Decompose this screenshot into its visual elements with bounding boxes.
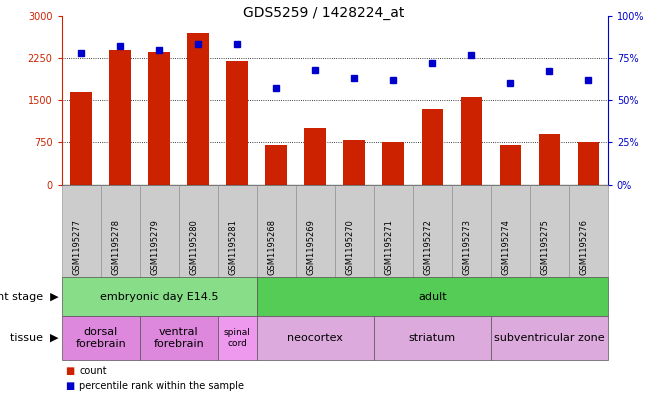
Text: GSM1195269: GSM1195269 xyxy=(307,219,315,275)
Text: ■: ■ xyxy=(65,381,74,391)
Text: GSM1195272: GSM1195272 xyxy=(423,219,432,275)
Text: ventral
forebrain: ventral forebrain xyxy=(153,327,204,349)
Bar xyxy=(110,50,131,185)
Bar xyxy=(500,145,521,185)
Text: GSM1195279: GSM1195279 xyxy=(150,219,159,275)
Bar xyxy=(382,142,404,185)
Text: GSM1195273: GSM1195273 xyxy=(462,219,471,275)
Text: GSM1195268: GSM1195268 xyxy=(267,219,276,275)
Text: GSM1195271: GSM1195271 xyxy=(384,219,393,275)
Bar xyxy=(538,134,560,185)
Text: spinal
cord: spinal cord xyxy=(224,328,251,348)
Text: GSM1195277: GSM1195277 xyxy=(72,219,81,275)
Bar xyxy=(305,129,326,185)
Text: GSM1195275: GSM1195275 xyxy=(540,219,550,275)
Text: neocortex: neocortex xyxy=(287,333,343,343)
Bar xyxy=(148,52,170,185)
Text: count: count xyxy=(79,366,107,376)
Bar xyxy=(577,142,599,185)
Text: ■: ■ xyxy=(65,366,74,376)
Text: subventricular zone: subventricular zone xyxy=(494,333,605,343)
Bar xyxy=(461,97,482,185)
Text: GSM1195276: GSM1195276 xyxy=(579,219,588,275)
Text: GSM1195280: GSM1195280 xyxy=(189,219,198,275)
Text: GDS5259 / 1428224_at: GDS5259 / 1428224_at xyxy=(243,6,405,20)
Bar xyxy=(71,92,92,185)
Text: GSM1195278: GSM1195278 xyxy=(111,219,120,275)
Text: GSM1195270: GSM1195270 xyxy=(345,219,354,275)
Bar xyxy=(226,61,248,185)
Bar xyxy=(421,108,443,185)
Text: percentile rank within the sample: percentile rank within the sample xyxy=(79,381,244,391)
Text: striatum: striatum xyxy=(409,333,456,343)
Bar xyxy=(187,33,209,185)
Text: embryonic day E14.5: embryonic day E14.5 xyxy=(100,292,218,302)
Text: tissue  ▶: tissue ▶ xyxy=(10,333,58,343)
Bar xyxy=(266,145,287,185)
Bar xyxy=(343,140,365,185)
Text: development stage  ▶: development stage ▶ xyxy=(0,292,58,302)
Text: GSM1195274: GSM1195274 xyxy=(502,219,510,275)
Text: GSM1195281: GSM1195281 xyxy=(228,219,237,275)
Text: adult: adult xyxy=(418,292,446,302)
Text: dorsal
forebrain: dorsal forebrain xyxy=(75,327,126,349)
